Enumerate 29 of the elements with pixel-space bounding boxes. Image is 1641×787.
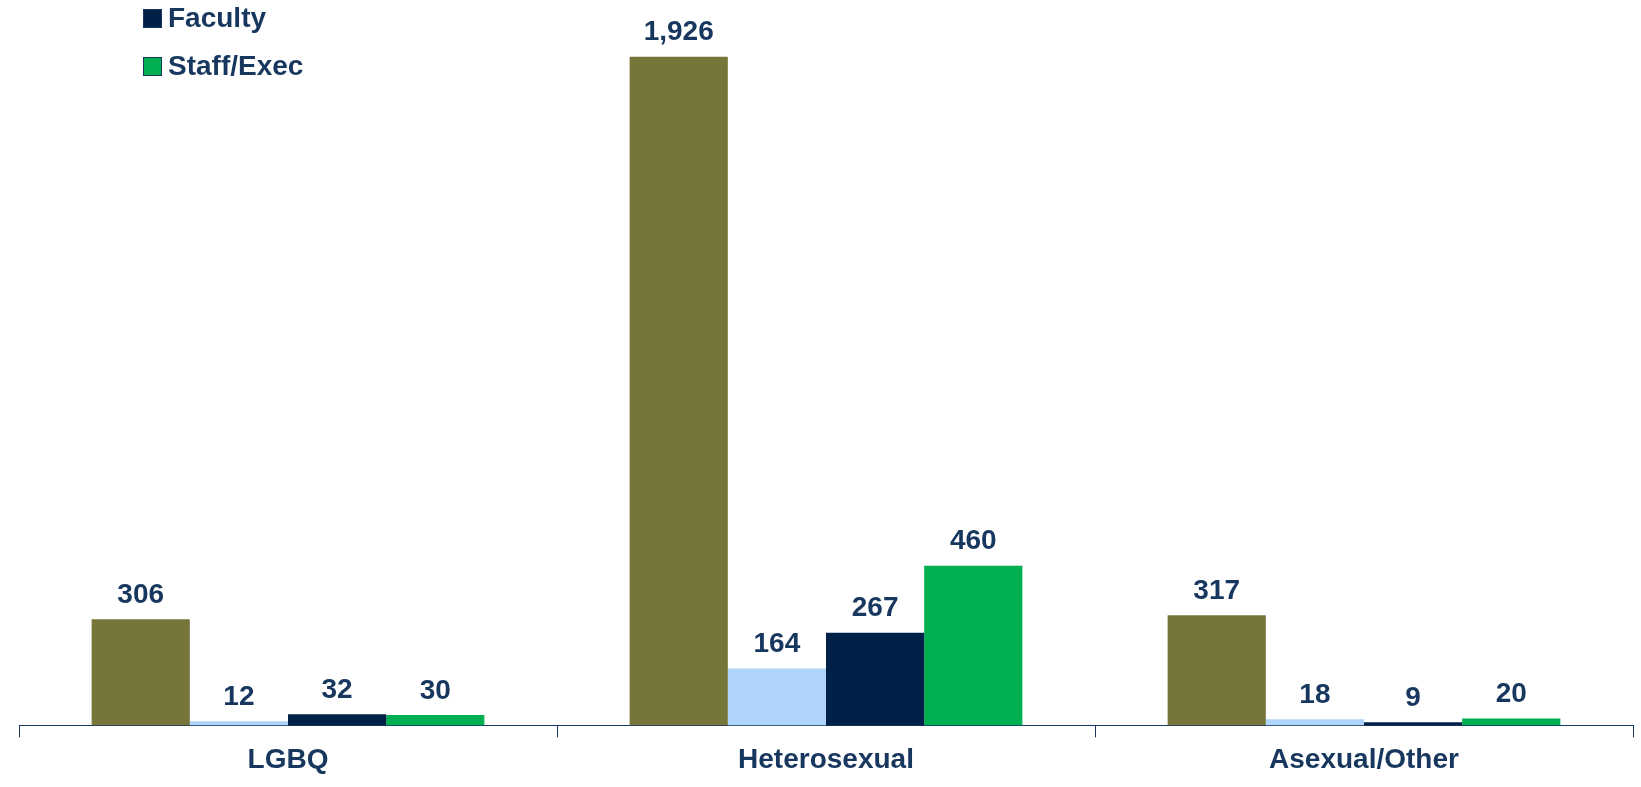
x-tick-label: LGBQ	[247, 742, 329, 774]
data-label: 32	[321, 673, 353, 705]
data-label: 18	[1299, 677, 1331, 709]
bar	[189, 721, 288, 726]
bar	[1364, 722, 1463, 726]
bar	[629, 56, 728, 726]
bar	[91, 619, 190, 726]
data-label: 1,926	[643, 15, 714, 47]
bar	[1462, 718, 1561, 726]
x-tick-label: Asexual/Other	[1269, 742, 1460, 774]
bar	[727, 668, 826, 726]
legend-label: Faculty	[168, 2, 267, 34]
data-label: 9	[1405, 680, 1421, 712]
data-label: 30	[419, 673, 451, 705]
data-label: 460	[949, 524, 997, 556]
bar	[288, 714, 387, 726]
bar	[924, 565, 1023, 726]
legend-label: Staff/Exec	[168, 50, 304, 82]
data-label: 20	[1495, 677, 1527, 709]
data-label: 12	[223, 679, 255, 711]
bar	[386, 714, 485, 726]
bar	[826, 632, 925, 726]
bar	[1265, 719, 1364, 726]
data-label: 317	[1193, 574, 1241, 606]
data-label: 267	[851, 591, 899, 623]
x-tick-label: Heterosexual	[738, 742, 914, 774]
data-label: 306	[117, 577, 165, 609]
data-label: 164	[753, 627, 801, 659]
bar	[1167, 615, 1266, 726]
